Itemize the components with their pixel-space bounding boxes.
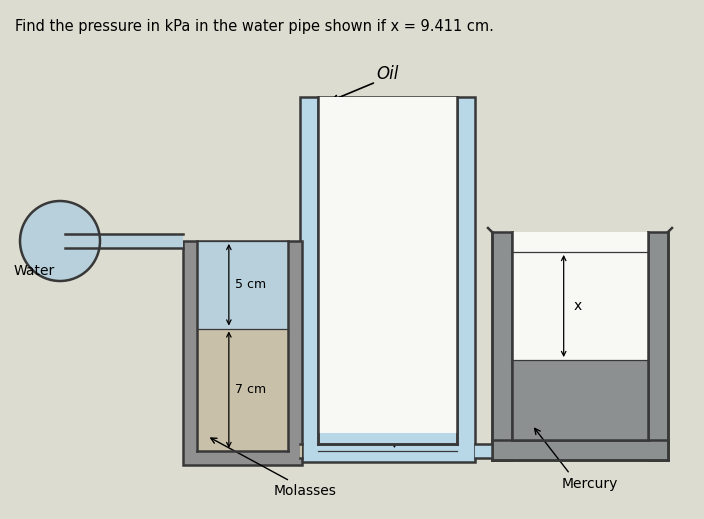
Text: Find the pressure in kPa in the water pipe shown if x = 9.411 cm.: Find the pressure in kPa in the water pi… (15, 19, 494, 34)
Bar (492, 440, 668, 460)
Bar (318, 97, 457, 444)
Bar (512, 360, 648, 440)
Bar (492, 232, 512, 460)
Bar (300, 444, 302, 458)
Bar (475, 444, 492, 458)
Bar (512, 232, 648, 360)
Bar (318, 97, 457, 433)
Bar (197, 329, 288, 451)
Bar (183, 241, 302, 465)
Text: Mercury: Mercury (562, 477, 618, 491)
Text: 10 cm: 10 cm (403, 364, 441, 377)
Bar (318, 97, 457, 444)
Text: Oil: Oil (377, 65, 399, 83)
Bar (648, 232, 668, 460)
Bar (300, 97, 475, 462)
Text: x: x (574, 299, 582, 313)
Text: Molasses: Molasses (274, 484, 337, 498)
Circle shape (20, 201, 100, 281)
Bar (65, 234, 183, 248)
Text: 5 cm: 5 cm (235, 278, 266, 291)
Text: Water: Water (14, 264, 55, 278)
Text: 7 cm: 7 cm (235, 383, 266, 396)
Bar (197, 241, 288, 329)
